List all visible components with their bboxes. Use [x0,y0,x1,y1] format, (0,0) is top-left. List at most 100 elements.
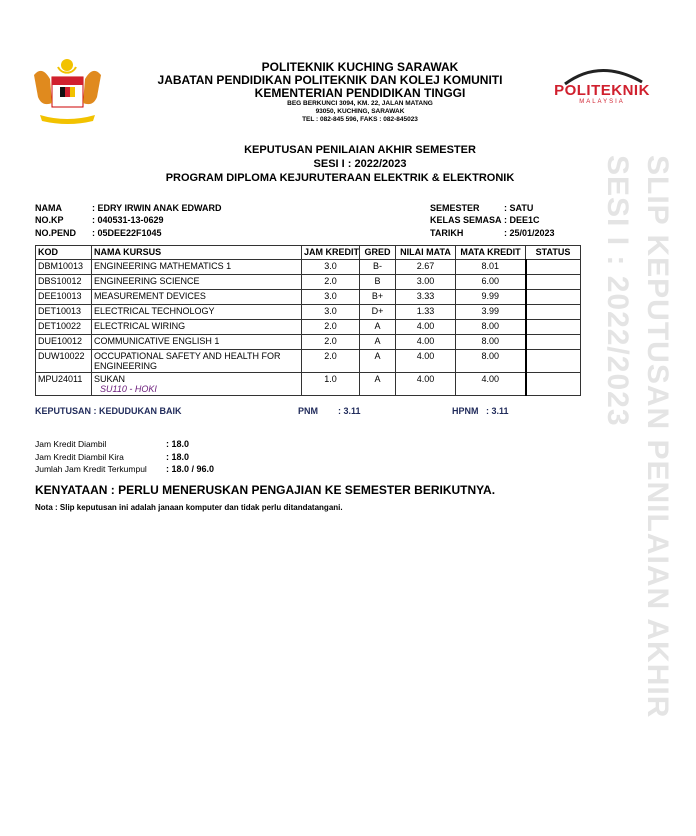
status [524,259,581,275]
nokp-value: : 040531-13-0629 [92,215,164,225]
nopend-label: NO.PEND [35,228,77,238]
title-line1: KEPUTUSAN PENILAIAN AKHIR SEMESTER [244,144,476,156]
col-nama-kursus: NAMA KURSUS [91,245,302,260]
credit-hours: 2.0 [301,349,360,373]
col-mata-kredit: MATA KREDIT [455,245,526,260]
department-name: JABATAN PENDIDIKAN POLITEKNIK DAN KOLEJ … [157,73,503,87]
jam-kira-label: Jam Kredit Diambil Kira [35,452,124,462]
table-row: DEE10013 MEASUREMENT DEVICES 3.0 B+ 3.33 9.99 [35,289,581,305]
jam-kira-value: : 18.0 [166,452,190,462]
address-line1: BEG BERKUNCI 3094, KM. 22, JALAN MATANG [287,100,433,107]
watermark-line1: SLIP KEPUTUSAN PENILAIAN AKHIR [641,155,674,719]
status [524,289,581,305]
course-code: MPU24011 [35,372,92,396]
credit-points: 4.00 [455,372,526,396]
status [524,319,581,335]
address-line2: 93050, KUCHING, SARAWAK [315,108,405,115]
tarikh-value: : 25/01/2023 [504,228,555,238]
course-code: DET10013 [35,304,92,320]
grade-point: 3.00 [395,274,456,290]
status [524,334,581,350]
hpnm-value: : 3.11 [486,406,509,416]
kenyataan: KENYATAAN : PERLU MENERUSKAN PENGAJIAN K… [35,483,496,497]
jam-diambil-value: : 18.0 [166,439,190,449]
course-code: DUE10012 [35,334,92,350]
credit-hours: 3.0 [301,289,360,305]
semester-label: SEMESTER [430,203,480,213]
coat-of-arms-logo [34,59,101,124]
course-subtitle: SU110 - HOKI [100,384,157,394]
table-row: DET10022 ELECTRICAL WIRING 2.0 A 4.00 8.00 [35,319,581,335]
status [524,349,581,373]
grade: A [359,349,396,373]
grade-point: 3.33 [395,289,456,305]
course-name: SUKAN SU110 - HOKI [91,372,302,396]
table-row: DUW10022 OCCUPATIONAL SAFETY AND HEALTH F… [35,349,581,373]
grade-point: 4.00 [395,334,456,350]
table-row: DBS10012 ENGINEERING SCIENCE 2.0 B 3.00 6.00 [35,274,581,290]
ministry-name: KEMENTERIAN PENDIDIKAN TINGGI [254,86,466,100]
nota: Nota : Slip keputusan ini adalah janaan … [35,503,343,512]
grade-point: 4.00 [395,319,456,335]
course-name: ENGINEERING MATHEMATICS 1 [91,259,302,275]
status [524,274,581,290]
nokp-label: NO.KP [35,215,64,225]
table-row: DUE10012 COMMUNICATIVE ENGLISH 1 2.0 A 4.00 8… [35,334,581,350]
credit-points: 3.99 [455,304,526,320]
nama-value: : EDRY IRWIN ANAK EDWARD [92,203,222,213]
course-name: MEASUREMENT DEVICES [91,289,302,305]
credit-points: 9.99 [455,289,526,305]
course-name: ENGINEERING SCIENCE [91,274,302,290]
title-line2: SESI I : 2022/2023 [313,158,407,170]
title-line3: PROGRAM DIPLOMA KEJURUTERAAN ELEKTRIK & … [165,172,515,184]
pnm-value: : 3.11 [338,406,361,416]
politeknik-logo: POLITEKNIK MALAYSIA [540,62,664,110]
grade: D+ [359,304,396,320]
credit-hours: 3.0 [301,304,360,320]
kelas-label: KELAS SEMASA [430,215,502,225]
credit-points: 6.00 [455,274,526,290]
jumlah-label: Jumlah Jam Kredit Terkumpul [35,464,147,474]
col-kod: KOD [35,245,92,260]
kelas-value: : DEE1C [504,215,540,225]
credit-points: 8.00 [455,319,526,335]
status [524,304,581,320]
credit-points: 8.00 [455,334,526,350]
credit-hours: 2.0 [301,274,360,290]
col-nilai-mata: NILAI MATA [395,245,456,260]
course-name: ELECTRICAL TECHNOLOGY [91,304,302,320]
results-table: KOD NAMA KURSUS JAM KREDIT GRED NILAI MA… [35,245,581,396]
course-code: DBM10013 [35,259,92,275]
col-jam-kredit: JAM KREDIT [301,245,360,260]
jam-diambil-label: Jam Kredit Diambil [35,439,107,449]
grade-point: 1.33 [395,304,456,320]
nopend-value: : 05DEE22F1045 [92,228,162,238]
grade: A [359,372,396,396]
col-gred: GRED [359,245,396,260]
status [524,372,581,396]
course-code: DEE10013 [35,289,92,305]
credit-hours: 2.0 [301,334,360,350]
credit-points: 8.00 [455,349,526,373]
table-row: DET10013 ELECTRICAL TECHNOLOGY 3.0 D+ 1.33 3.… [35,304,581,320]
course-code: DUW10022 [35,349,92,373]
table-row: MPU24011 SUKAN SU110 - HOKI 1.0 A 4.00 4.00 [35,372,581,396]
grade-point: 2.67 [395,259,456,275]
tarikh-label: TARIKH [430,228,464,238]
grade: B [359,274,396,290]
pnm-label: PNM [298,406,318,416]
table-row: DBM10013 ENGINEERING MATHEMATICS 1 3.0 B- 2.… [35,259,581,275]
grade-point: 4.00 [395,372,456,396]
watermark-line2: SESI I : 2022/2023 [601,155,634,427]
grade: A [359,334,396,350]
contact-line: TEL : 082-845 596, FAKS : 082-845023 [302,116,418,123]
semester-value: : SATU [504,203,534,213]
credit-hours: 1.0 [301,372,360,396]
course-code: DET10022 [35,319,92,335]
course-code: DBS10012 [35,274,92,290]
credit-hours: 3.0 [301,259,360,275]
keputusan: KEPUTUSAN : KEDUDUKAN BAIK [35,406,182,416]
col-status: STATUS [525,245,581,260]
jumlah-value: : 18.0 / 96.0 [166,464,215,474]
grade: B- [359,259,396,275]
